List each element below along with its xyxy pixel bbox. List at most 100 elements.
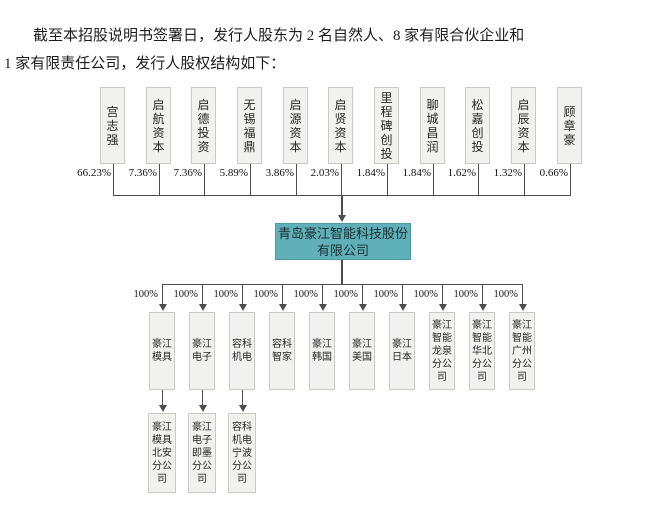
connector-line [162,390,163,406]
branch-name: 豪江电子即墨分公司 [192,421,212,485]
ownership-percentage: 100% [373,289,399,300]
shareholder-box: 启德投资 [191,87,216,164]
arrow-down-icon [479,304,487,311]
ownership-percentage: 7.36% [173,167,202,179]
connector-line [202,390,203,406]
subsidiary-name: 豪江智能龙泉分公司 [432,319,452,383]
arrow-down-icon [399,304,407,311]
subsidiary-box: 豪江模具 [149,312,175,390]
shareholder-name: 启德投资 [197,97,210,154]
ownership-percentage: 1.62% [447,167,476,179]
connector-line [433,164,434,195]
connector-line [362,284,363,305]
subsidiary-name: 容科机电 [232,339,252,363]
shareholder-box: 宫志强 [100,87,125,164]
shareholder-name: 启源资本 [289,97,302,154]
ownership-percentage: 7.36% [128,167,157,179]
branch-box: 容科机电宁波分公司 [228,413,256,493]
paragraph-line-1: 截至本招股说明书签署日，发行人股东为 2 名自然人、8 家有限合伙企业和 [33,28,525,44]
shareholder-box: 启源资本 [283,87,308,164]
connector-line [250,164,251,195]
subsidiary-name: 容科智家 [272,339,292,363]
subsidiary-name: 豪江智能华北分公司 [472,319,492,383]
arrow-down-icon [279,304,287,311]
subsidiary-name: 豪江电子 [192,339,212,363]
subsidiary-name: 豪江模具 [152,339,172,363]
shareholder-name: 顾章豪 [563,104,576,147]
shareholder-box: 启贤资本 [328,87,353,164]
paragraph-line-2: 1 家有限责任公司，发行人股权结构如下： [4,56,286,72]
connector-line [478,164,479,195]
shareholder-box: 松嘉创投 [465,87,490,164]
shareholder-box: 启辰资本 [511,87,536,164]
shareholder-box: 无锡福鼎 [237,87,262,164]
connector-line [296,164,297,195]
ownership-percentage: 1.32% [493,167,522,179]
issuer-company-box: 青岛豪江智能科技股份有限公司 [275,223,411,260]
connector-line [341,164,342,195]
connector-line [162,284,163,305]
subsidiary-box: 豪江智能广州分公司 [509,312,535,390]
ownership-percentage: 100% [333,289,359,300]
branch-name: 豪江模具北安分公司 [152,421,172,485]
shareholder-name: 松嘉创投 [471,97,484,154]
ownership-percentage: 100% [293,289,319,300]
ownership-percentage: 100% [413,289,439,300]
shareholder-box: 聊城昌润 [420,87,445,164]
subsidiary-box: 豪江智能华北分公司 [469,312,495,390]
shareholder-box: 顾章豪 [557,87,582,164]
connector-line [442,284,443,305]
shareholder-name: 聊城昌润 [426,97,439,154]
connector-line [387,164,388,195]
branch-name: 容科机电宁波分公司 [232,421,252,485]
arrow-down-icon [319,304,327,311]
subsidiary-box: 豪江智能龙泉分公司 [429,312,455,390]
arrow-down-icon [199,405,207,412]
connector-line [242,284,243,305]
connector-line [341,195,343,216]
arrow-down-icon [519,304,527,311]
connector-line [282,284,283,305]
subsidiary-name: 豪江日本 [392,339,412,363]
arrow-down-icon [199,304,207,311]
arrow-down-icon [159,304,167,311]
issuer-company-name: 青岛豪江智能科技股份有限公司 [277,225,408,258]
connector-line [482,284,483,305]
arrow-down-icon [359,304,367,311]
connector-line [159,164,160,195]
ownership-percentage: 2.03% [310,167,339,179]
subsidiary-name: 豪江韩国 [312,339,332,363]
subsidiary-box: 容科智家 [269,312,295,390]
arrow-down-icon [239,405,247,412]
connector-line [113,164,114,195]
connector-line [202,284,203,305]
arrow-down-icon [239,304,247,311]
subsidiary-box: 豪江电子 [189,312,215,390]
ownership-percentage: 1.84% [402,167,431,179]
connector-line [204,164,205,195]
shareholder-box: 启航资本 [146,87,171,164]
subsidiary-name: 豪江智能广州分公司 [512,319,532,383]
shareholder-name: 宫志强 [106,104,119,147]
ownership-percentage: 100% [253,289,279,300]
shareholder-name: 启航资本 [152,97,165,154]
ownership-percentage: 100% [493,289,519,300]
ownership-percentage: 100% [173,289,199,300]
ownership-percentage: 5.89% [219,167,248,179]
arrow-down-icon [338,215,346,222]
subsidiary-box: 豪江日本 [389,312,415,390]
shareholder-name: 无锡福鼎 [243,97,256,154]
ownership-percentage: 3.86% [265,167,294,179]
ownership-percentage: 66.23% [77,167,111,179]
ownership-percentage: 100% [213,289,239,300]
shareholder-box: 里程碑创投 [374,87,399,164]
connector-line [162,284,523,285]
ownership-percentage: 100% [133,289,159,300]
shareholder-name: 里程碑创投 [380,90,393,161]
connector-line [522,284,523,305]
ownership-percentage: 1.84% [356,167,385,179]
subsidiary-box: 豪江韩国 [309,312,335,390]
shareholder-name: 启贤资本 [334,97,347,154]
arrow-down-icon [439,304,447,311]
